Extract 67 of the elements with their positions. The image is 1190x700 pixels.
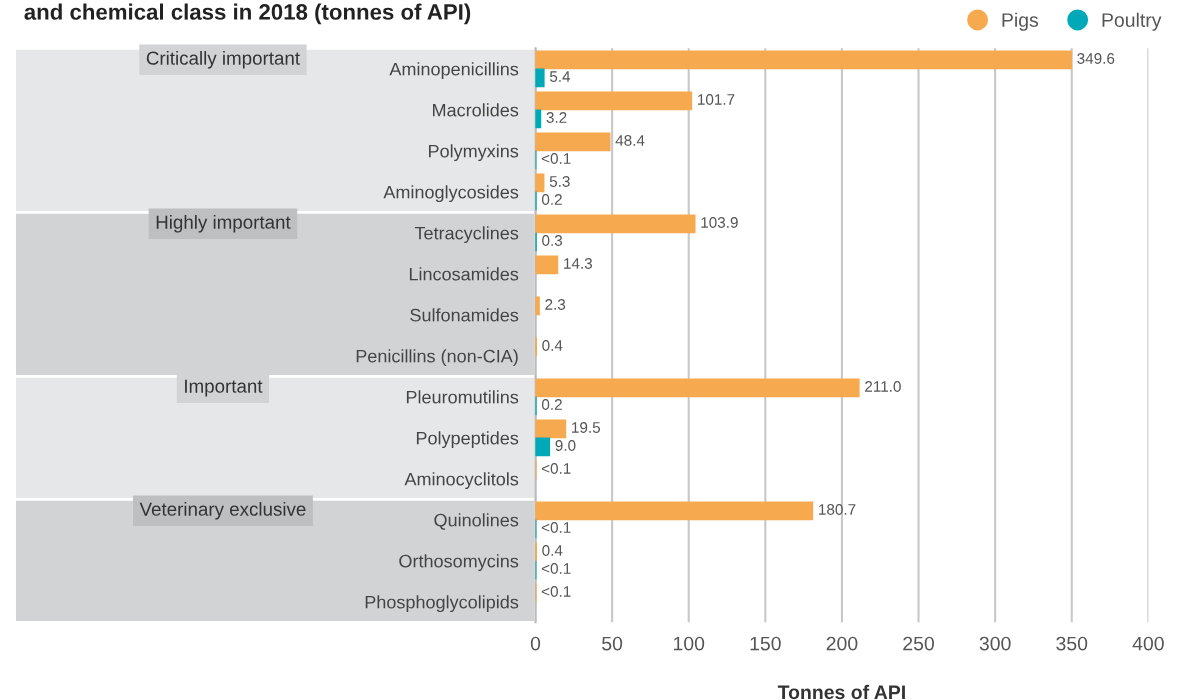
data-label: 3.2 [546, 112, 567, 123]
y-tick-label: Orthosomycins [399, 554, 519, 572]
x-tick-label: 50 [602, 636, 623, 651]
text: Critically important [146, 51, 300, 69]
bar [535, 437, 551, 457]
data-label: <0.1 [541, 563, 571, 574]
x-axis-title: Tonnes of API [777, 684, 905, 700]
data-label: 48.4 [615, 135, 645, 146]
y-tick-label: Phosphoglycolipids [365, 595, 519, 613]
bar [535, 255, 559, 275]
data-label: 0.2 [541, 399, 562, 410]
data-label: 14.3 [564, 258, 593, 269]
bar [535, 50, 1072, 70]
y-tick-label: Aminoglycosides [383, 185, 519, 203]
bar [535, 132, 611, 152]
bar [535, 68, 545, 88]
data-label: 0.4 [542, 545, 563, 556]
y-tick-label: Pleuromutilins [406, 390, 519, 404]
bar [535, 91, 693, 111]
x-tick-label: 250 [903, 636, 934, 651]
y-tick-label: Aminocyclitols [404, 472, 519, 490]
data-label: 101.7 [698, 94, 735, 105]
data-label: <0.1 [541, 522, 571, 533]
text: Important [185, 379, 263, 397]
y-tick-label: Lincosamides [409, 267, 519, 281]
bar [535, 173, 545, 193]
bar [535, 501, 814, 521]
text: and chemical class in 2018 (tonnes of API) [24, 3, 471, 25]
data-label: 103.9 [701, 217, 738, 228]
y-tick-label: Penicillins (non-CIA) [356, 349, 518, 367]
data-label: 2.3 [545, 299, 566, 310]
y-tick-label: Tetracyclines [414, 226, 519, 244]
data-label: 5.3 [549, 176, 570, 187]
data-label: <0.1 [541, 153, 571, 164]
data-label: 19.5 [572, 422, 601, 433]
x-tick-label: 100 [673, 636, 705, 651]
y-tick-label: Quinolines [434, 513, 519, 530]
y-tick-label: Polymyxins [429, 144, 519, 162]
data-label: 180.7 [819, 504, 856, 515]
y-tick-label: Sulfonamides [410, 308, 519, 322]
text: Veterinary exclusive [139, 502, 306, 520]
bar [535, 296, 540, 316]
data-label: 9.0 [555, 440, 576, 451]
data-label: <0.1 [541, 463, 571, 474]
data-label: 0.3 [542, 235, 563, 246]
data-label: 5.4 [549, 71, 571, 82]
bar [535, 109, 542, 129]
y-tick-label: Polypeptides [416, 431, 519, 449]
y-tick-label: Macrolides [433, 103, 519, 117]
x-tick-label: 400 [1132, 636, 1164, 651]
x-tick-label: 350 [1056, 636, 1088, 651]
legend-label: Pigs [1002, 12, 1039, 31]
legend-label: Poultry [1102, 12, 1162, 31]
data-label: 211.0 [865, 381, 901, 392]
x-tick-label: 0 [530, 636, 541, 651]
bar [535, 214, 696, 234]
data-label: 0.2 [541, 194, 562, 205]
x-tick-label: 300 [979, 636, 1011, 651]
bar [535, 419, 567, 439]
x-tick-label: 150 [750, 636, 781, 651]
data-label: 0.4 [542, 340, 563, 351]
data-label: 349.6 [1077, 53, 1115, 64]
x-tick-label: 200 [826, 636, 858, 651]
y-tick-label: Aminopenicillins [389, 62, 519, 80]
data-label: <0.1 [541, 586, 571, 597]
bar [535, 378, 860, 398]
text: Highly important [156, 215, 291, 233]
